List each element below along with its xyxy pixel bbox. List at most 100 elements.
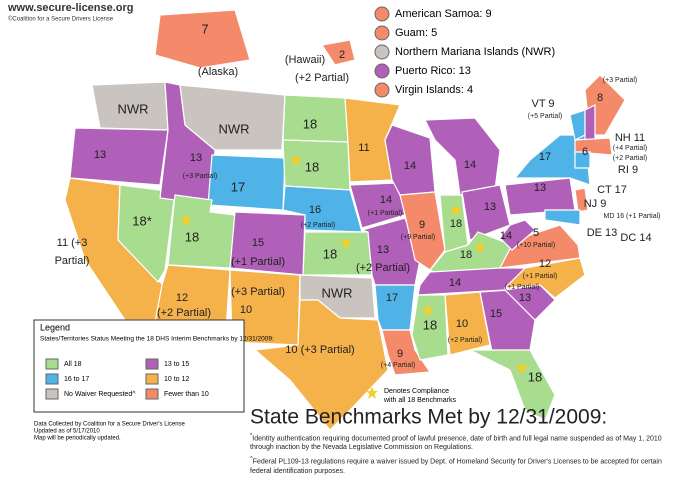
star (290, 154, 302, 166)
legend-swatch (45, 373, 59, 385)
legend-label: 10 to 12 (164, 376, 189, 383)
legend-subtitle: States/Territories Status Meeting the 18… (40, 336, 274, 343)
territory-label: Guam: 5 (395, 27, 437, 39)
legend-box (33, 319, 245, 413)
state-label: 10 (240, 304, 252, 316)
state-label: 13 (484, 201, 496, 213)
legend-label: 13 to 15 (164, 361, 189, 368)
state-shape (424, 117, 501, 196)
credit: ©Coalition for a Secure Drivers License (8, 16, 114, 23)
states (64, 9, 626, 431)
legend-swatch (145, 358, 159, 370)
state-label: NWR (117, 101, 148, 116)
state-label: (+1 Partial) (505, 284, 539, 291)
state-label: (+10 Partial) (517, 242, 555, 249)
territory-label: Virgin Islands: 4 (395, 84, 473, 96)
state-label: 18 (303, 116, 317, 131)
state-label: (+5 Partial) (528, 113, 562, 120)
state-shape (411, 294, 449, 361)
state-labels: 7 (Alaska) (Hawaii) 2 (+2 Partial) NWR 13 13 (+3… (55, 21, 661, 384)
legend-label: Fewer than 10 (164, 391, 209, 398)
state-label: 18 (305, 159, 319, 174)
state-label: (+2 Partial) (448, 337, 482, 344)
legend-label: All 18 (64, 361, 82, 368)
state-shape (574, 187, 589, 213)
state-label: (+3 Partial) (183, 173, 217, 180)
state-label: 5 (533, 227, 539, 239)
star (422, 304, 434, 316)
state-label: 17 (231, 179, 245, 194)
state-label: 18* (132, 213, 152, 228)
state-shape (179, 84, 286, 151)
state-label: (+2 Partial) (613, 155, 647, 162)
source: Data Collected by Coalition for a Secure… (34, 422, 186, 428)
state-label: 8 (597, 92, 603, 104)
state-label: VT 9 (531, 98, 554, 110)
state-label: (+2 Partial) (295, 72, 349, 84)
state-label: (+3 Partial) (603, 77, 637, 84)
territories: American Samoa: 9 Guam: 5 Northern Mariana… (374, 6, 555, 98)
state-label: 18 (460, 249, 472, 261)
state-label: 10 (456, 318, 468, 330)
state-label: DC 14 (620, 232, 651, 244)
state-label: 15 (490, 308, 502, 320)
star (450, 204, 462, 216)
state-shape (282, 185, 363, 233)
star (516, 362, 528, 374)
state-label: 18 (323, 246, 337, 261)
state-label: 6 (582, 146, 588, 158)
state-label: 7 (201, 21, 208, 36)
star (474, 241, 486, 253)
state-label: MD 16 (+1 Partial) (604, 213, 661, 220)
note-text: Federal PL109-13 regulations require a w… (250, 458, 662, 475)
state-shape (584, 104, 596, 141)
star (180, 214, 192, 226)
state-label: CT 17 (597, 184, 627, 196)
state-label: (+1 Partial) (523, 273, 557, 280)
territory-swatch (374, 63, 390, 79)
star-note: Denotes Compliance (384, 388, 449, 395)
state-shape (207, 154, 286, 211)
state-shape (444, 291, 491, 356)
state-label: NJ 9 (584, 198, 607, 210)
state-label: 18 (528, 369, 542, 384)
state-label: NWR (321, 285, 352, 300)
state-label: DE 13 (587, 227, 618, 239)
state-label: (+4 Partial) (613, 145, 647, 152)
state-label: 18 (450, 218, 462, 230)
notes: *Identity authentication requiring docum… (250, 432, 670, 476)
legend-label: 16 to 17 (64, 376, 89, 383)
state-shape (499, 219, 536, 251)
state-label: 15 (252, 237, 264, 249)
state-label: 11 (+3 (57, 237, 88, 249)
title: State Benchmarks Met by 12/31/2009: (250, 406, 607, 429)
state-label: 14 (449, 277, 461, 289)
state-shape (574, 151, 591, 169)
state-label: (Alaska) (198, 66, 238, 78)
state-label: (+3 Partial) (231, 286, 285, 298)
territory-label: American Samoa: 9 (395, 8, 492, 20)
state-label: 13 (534, 182, 546, 194)
state-shape (503, 257, 586, 299)
state-label: 11 (358, 142, 369, 154)
state-label: (+1 Partial) (231, 256, 285, 268)
state-label: Partial) (55, 255, 90, 267)
state-label: 18 (185, 229, 199, 244)
state-label: 13 (190, 152, 202, 164)
state-shape (503, 284, 556, 321)
state-label: 2 (339, 49, 345, 61)
state-label: 14 (464, 159, 476, 171)
source: Map will be periodically updated. (34, 436, 121, 442)
legend-swatch (45, 358, 59, 370)
state-label: (+9 Partial) (401, 234, 435, 241)
state-label: (+2 Partial) (301, 222, 335, 229)
legend-label: No Waiver Requested^ (64, 391, 136, 398)
territory-label: Puerto Rico: 13 (395, 65, 471, 77)
state-shape (544, 209, 581, 226)
source: Updated as of 5/17/2010 (34, 429, 100, 435)
state-shape (253, 299, 389, 431)
stars (180, 154, 528, 399)
star (340, 237, 352, 249)
legend-swatch (145, 388, 159, 400)
